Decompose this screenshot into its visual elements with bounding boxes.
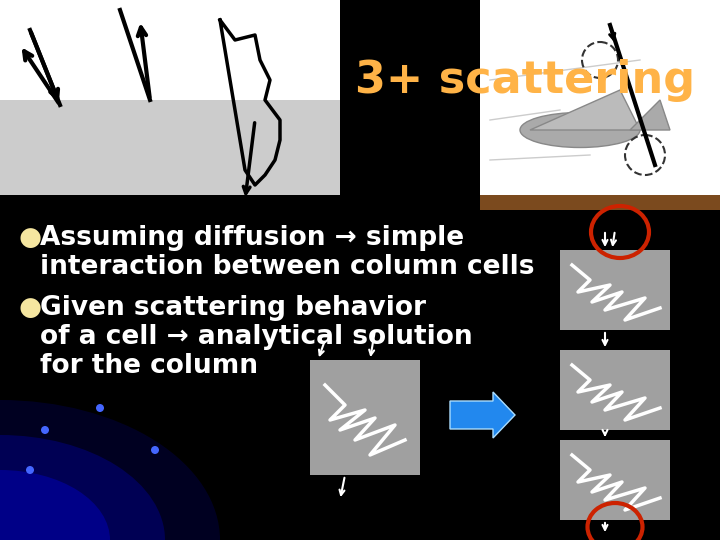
Ellipse shape (0, 435, 165, 540)
Bar (560, 350, 670, 430)
Polygon shape (530, 90, 640, 130)
Text: ●: ● (18, 225, 41, 251)
Circle shape (41, 426, 49, 434)
Polygon shape (630, 100, 670, 130)
Bar (560, 250, 670, 330)
Bar (310, 360, 420, 475)
Ellipse shape (520, 112, 640, 147)
Bar (0, 100, 340, 195)
Bar (480, 195, 720, 210)
Ellipse shape (0, 470, 110, 540)
Circle shape (151, 446, 159, 454)
Circle shape (96, 404, 104, 412)
Text: interaction between column cells: interaction between column cells (40, 254, 534, 280)
Ellipse shape (0, 400, 220, 540)
Bar (480, 0, 720, 195)
Bar (0, 0, 340, 100)
FancyArrow shape (450, 392, 515, 438)
Text: Given scattering behavior: Given scattering behavior (40, 295, 426, 321)
Text: of a cell → analytical solution: of a cell → analytical solution (40, 324, 472, 350)
Text: for the column: for the column (40, 353, 258, 379)
Circle shape (26, 466, 34, 474)
Text: ●: ● (18, 295, 41, 321)
Text: 3+ scattering: 3+ scattering (355, 58, 695, 102)
Text: Assuming diffusion → simple: Assuming diffusion → simple (40, 225, 464, 251)
Bar (560, 440, 670, 520)
